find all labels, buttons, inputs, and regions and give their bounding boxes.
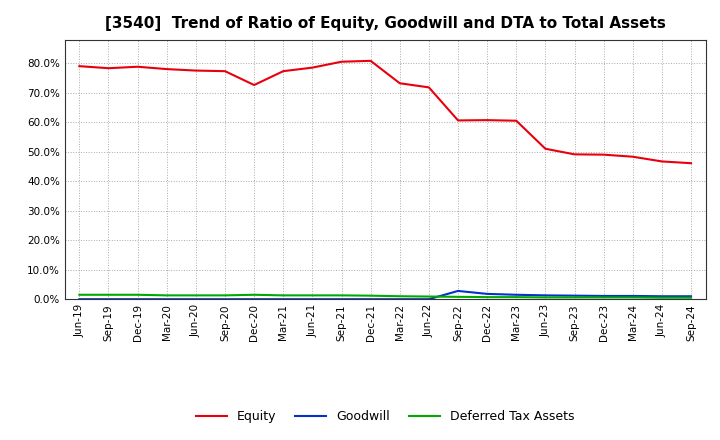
Goodwill <box>570 293 579 298</box>
Goodwill <box>454 288 462 293</box>
Line: Goodwill: Goodwill <box>79 291 691 299</box>
Equity <box>104 66 113 71</box>
Goodwill <box>192 297 200 302</box>
Goodwill <box>629 293 637 299</box>
Equity <box>279 69 287 74</box>
Goodwill <box>657 293 666 299</box>
Deferred Tax Assets <box>512 294 521 300</box>
Goodwill <box>104 297 113 302</box>
Deferred Tax Assets <box>279 293 287 298</box>
Deferred Tax Assets <box>657 295 666 301</box>
Goodwill <box>75 297 84 302</box>
Line: Equity: Equity <box>79 61 691 163</box>
Equity <box>512 118 521 123</box>
Goodwill <box>512 292 521 297</box>
Equity <box>163 66 171 72</box>
Title: [3540]  Trend of Ratio of Equity, Goodwill and DTA to Total Assets: [3540] Trend of Ratio of Equity, Goodwil… <box>105 16 665 32</box>
Deferred Tax Assets <box>366 293 375 298</box>
Deferred Tax Assets <box>75 292 84 297</box>
Equity <box>133 64 142 70</box>
Equity <box>629 154 637 159</box>
Equity <box>192 68 200 73</box>
Equity <box>250 82 258 88</box>
Deferred Tax Assets <box>192 293 200 298</box>
Deferred Tax Assets <box>395 293 404 299</box>
Line: Deferred Tax Assets: Deferred Tax Assets <box>79 295 691 298</box>
Deferred Tax Assets <box>308 293 317 298</box>
Goodwill <box>250 297 258 302</box>
Deferred Tax Assets <box>104 292 113 297</box>
Equity <box>657 159 666 164</box>
Equity <box>395 81 404 86</box>
Equity <box>454 118 462 123</box>
Deferred Tax Assets <box>687 295 696 301</box>
Goodwill <box>366 297 375 302</box>
Legend: Equity, Goodwill, Deferred Tax Assets: Equity, Goodwill, Deferred Tax Assets <box>191 405 580 428</box>
Goodwill <box>395 297 404 302</box>
Goodwill <box>220 297 229 302</box>
Goodwill <box>425 297 433 302</box>
Goodwill <box>337 297 346 302</box>
Deferred Tax Assets <box>250 292 258 297</box>
Goodwill <box>687 293 696 299</box>
Equity <box>570 152 579 157</box>
Equity <box>483 117 492 123</box>
Goodwill <box>279 297 287 302</box>
Deferred Tax Assets <box>629 295 637 300</box>
Goodwill <box>599 293 608 299</box>
Deferred Tax Assets <box>483 294 492 300</box>
Deferred Tax Assets <box>541 295 550 300</box>
Goodwill <box>483 291 492 297</box>
Equity <box>425 85 433 90</box>
Goodwill <box>541 293 550 298</box>
Equity <box>308 65 317 70</box>
Goodwill <box>163 297 171 302</box>
Deferred Tax Assets <box>163 293 171 298</box>
Equity <box>541 146 550 151</box>
Equity <box>687 161 696 166</box>
Goodwill <box>133 297 142 302</box>
Deferred Tax Assets <box>337 293 346 298</box>
Equity <box>337 59 346 64</box>
Deferred Tax Assets <box>570 295 579 300</box>
Equity <box>366 58 375 63</box>
Deferred Tax Assets <box>454 294 462 300</box>
Goodwill <box>308 297 317 302</box>
Equity <box>75 63 84 69</box>
Deferred Tax Assets <box>425 294 433 299</box>
Deferred Tax Assets <box>133 292 142 297</box>
Deferred Tax Assets <box>220 293 229 298</box>
Equity <box>220 69 229 74</box>
Equity <box>599 152 608 157</box>
Deferred Tax Assets <box>599 295 608 300</box>
